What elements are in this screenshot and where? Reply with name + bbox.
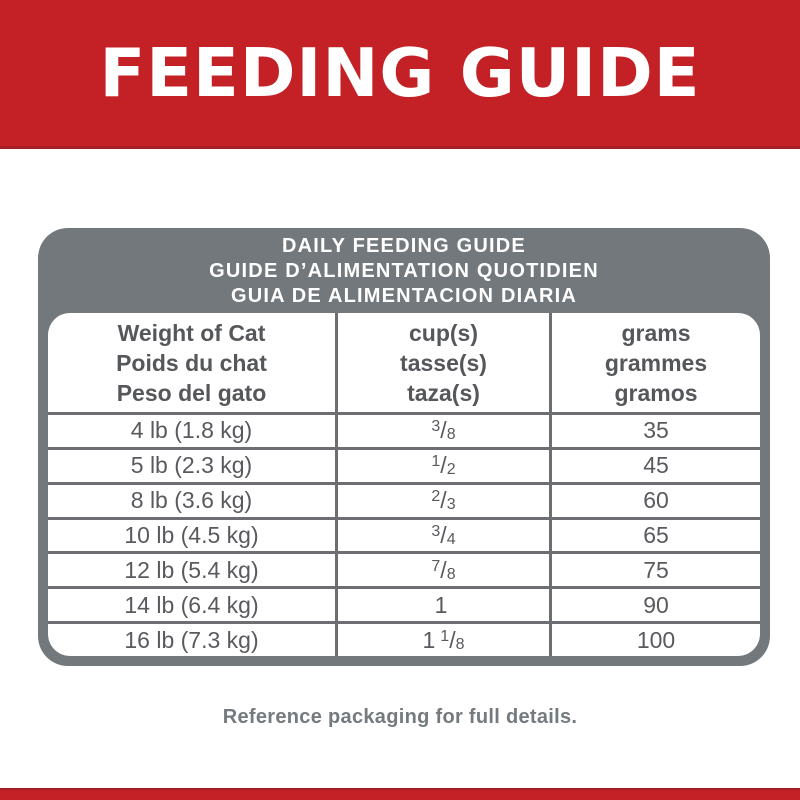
cup-slash: / (440, 556, 447, 583)
banner-title: FEEDING GUIDE (99, 34, 701, 112)
table-title-es: GUIA DE ALIMENTACION DIARIA (230, 285, 578, 307)
cup-denominator: 8 (446, 426, 456, 444)
table-row: 10 lb (4.5 kg) 3/4 65 (48, 516, 760, 552)
cup-slash: / (440, 417, 447, 444)
grams-cell: 90 (643, 591, 669, 618)
cup-denominator: 8 (455, 635, 465, 653)
grams-cell: 45 (643, 452, 669, 479)
cup-numerator: 3 (431, 418, 441, 436)
grams-cell: 60 (643, 487, 669, 514)
table-body: Weight of Cat Poids du chat Peso del gat… (48, 313, 760, 656)
column-header-cups-en: cup(s) (409, 319, 478, 346)
column-header-cups-fr: tasse(s) (400, 349, 487, 376)
cup-slash: / (440, 487, 447, 514)
cup-numerator: 2 (431, 488, 441, 506)
grams-cell: 75 (643, 556, 669, 583)
cup-denominator: 4 (446, 531, 456, 548)
weight-cell: 4 lb (1.8 kg) (48, 415, 338, 447)
bottom-red-bar (0, 788, 800, 800)
column-header-grams: grams grammes gramos (552, 313, 760, 412)
cup-denominator: 8 (446, 565, 456, 583)
cup-whole: 1 (422, 626, 436, 653)
weight-cell: 8 lb (3.6 kg) (48, 484, 338, 517)
cups-cell: 3/4 (338, 519, 552, 552)
column-header-cups: cup(s) tasse(s) taza(s) (338, 313, 552, 412)
column-header-cups-es: taza(s) (407, 379, 480, 406)
column-header-grams-fr: grammes (604, 349, 708, 376)
cups-cell: 1/2 (338, 449, 552, 482)
weight-cell: 16 lb (7.3 kg) (48, 624, 338, 656)
grams-cell: 65 (643, 522, 669, 548)
cup-numerator: 1 (431, 453, 441, 471)
cup-whole: 1 (434, 591, 448, 618)
cups-cell: 2/3 (338, 484, 552, 517)
grams-cell: 35 (643, 417, 669, 444)
table-title-fr: GUIDE D’ALIMENTATION QUOTIDIEN (209, 260, 599, 282)
cup-denominator: 3 (446, 496, 456, 514)
column-header-grams-es: gramos (614, 379, 698, 406)
table-row: 16 lb (7.3 kg) 1 1/8 100 (48, 621, 760, 656)
cup-numerator: 3 (431, 523, 441, 540)
column-header-weight: Weight of Cat Poids du chat Peso del gat… (48, 313, 338, 412)
table-title: DAILY FEEDING GUIDE GUIDE D’ALIMENTATION… (38, 228, 770, 313)
cup-slash: / (449, 626, 456, 653)
table-row: 12 lb (5.4 kg) 7/8 75 (48, 551, 760, 587)
grams-cell: 100 (636, 626, 676, 653)
weight-cell: 12 lb (5.4 kg) (48, 554, 338, 587)
cups-cell: 7/8 (338, 554, 552, 587)
cup-numerator: 1 (440, 627, 450, 645)
weight-cell: 5 lb (2.3 kg) (48, 449, 338, 482)
feeding-guide-banner: FEEDING GUIDE (0, 0, 800, 149)
footer-note: Reference packaging for full details. (222, 706, 578, 728)
table-row: 14 lb (6.4 kg) 1 90 (48, 586, 760, 622)
cup-slash: / (440, 522, 447, 548)
cup-slash: / (440, 452, 447, 479)
cups-cell: 1 1/8 (338, 624, 552, 656)
table-title-en: DAILY FEEDING GUIDE (282, 235, 526, 257)
table-row: 8 lb (3.6 kg) 2/3 60 (48, 481, 760, 517)
column-header-grams-en: grams (621, 319, 691, 346)
weight-cell: 14 lb (6.4 kg) (48, 589, 338, 622)
column-header-weight-es: Peso del gato (116, 379, 267, 406)
table-row: 4 lb (1.8 kg) 3/8 35 (48, 412, 760, 447)
cup-denominator: 2 (446, 461, 456, 479)
weight-cell: 10 lb (4.5 kg) (48, 519, 338, 552)
cup-numerator: 7 (431, 557, 441, 575)
column-header-weight-en: Weight of Cat (117, 319, 266, 346)
table-row: 5 lb (2.3 kg) 1/2 45 (48, 446, 760, 482)
cups-cell: 3/8 (338, 415, 552, 447)
table-header-row: Weight of Cat Poids du chat Peso del gat… (48, 313, 760, 412)
cups-cell: 1 (338, 589, 552, 622)
column-header-weight-fr: Poids du chat (116, 349, 267, 376)
daily-feeding-table: DAILY FEEDING GUIDE GUIDE D’ALIMENTATION… (38, 228, 770, 666)
